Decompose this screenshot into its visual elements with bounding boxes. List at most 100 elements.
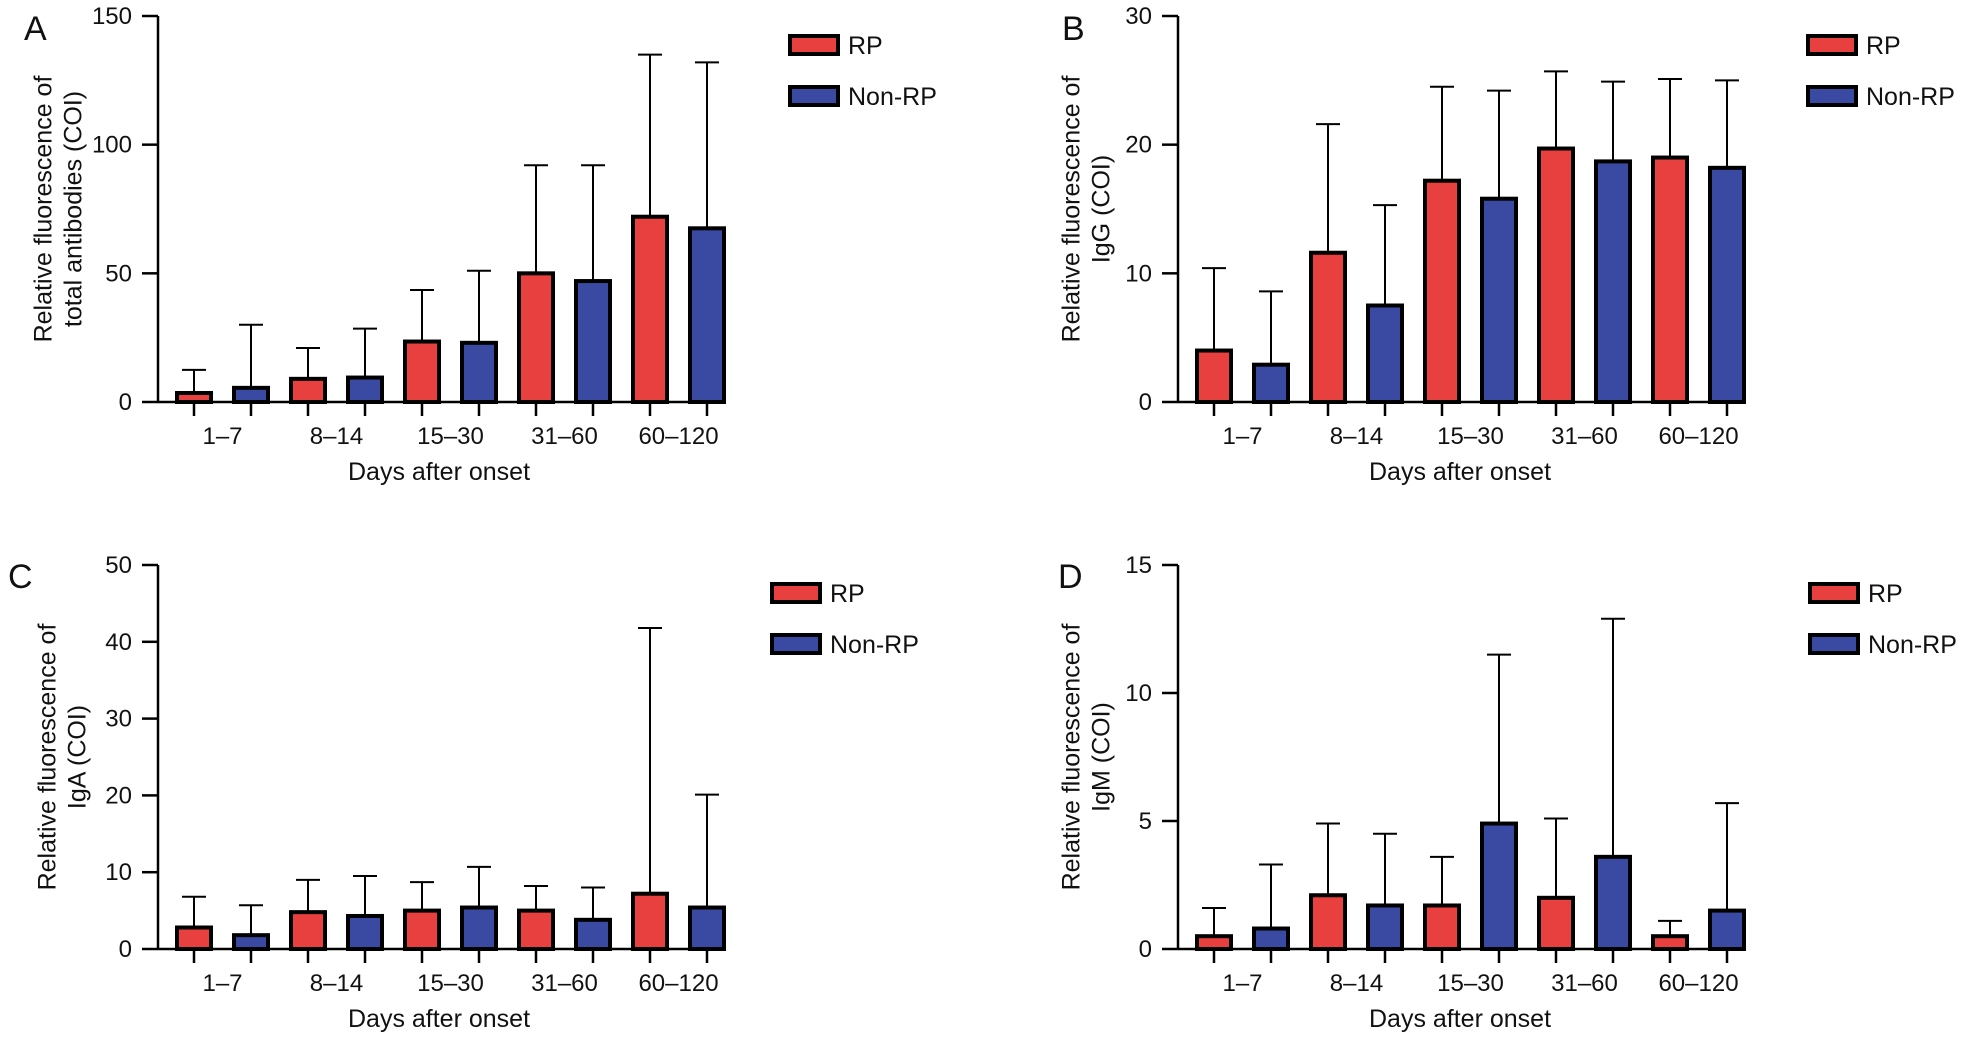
bar-rp-3 [1537,895,1575,951]
bar-non-rp-1 [346,375,384,405]
bar-rp-3 [517,271,555,405]
bar-rp-3 [1537,146,1575,404]
bar-non-rp-1 [1366,903,1404,951]
y-tick-label: 10 [1125,680,1152,707]
y-tick-label: 150 [92,3,132,30]
y-axis-label: total antibodies (COI) [60,91,88,327]
legend-swatch [1806,85,1858,107]
bar-rp-1 [289,910,327,951]
legend-swatch [770,633,822,655]
x-tick-label: 31–60 [1551,423,1618,450]
y-tick-label: 0 [119,936,132,963]
y-tick-label: 0 [119,389,132,416]
legend-label: Non-RP [848,83,937,111]
bar-non-rp-4 [688,905,726,952]
x-tick-label: 15–30 [1437,423,1504,450]
legend-label: Non-RP [1866,83,1955,111]
x-tick-label: 1–7 [1222,423,1262,450]
x-tick-label: 15–30 [1437,970,1504,997]
legend-swatch [1806,34,1858,56]
x-tick-label: 8–14 [310,970,363,997]
x-tick-label: 31–60 [531,423,598,450]
y-axis-label: Relative fluorescence of [1058,624,1086,891]
bar-non-rp-1 [1366,303,1404,404]
bar-rp-3 [517,908,555,951]
y-axis-label: IgA (COI) [64,705,92,809]
y-axis-label: Relative fluorescence of [1058,76,1086,343]
bar-rp-4 [631,214,669,404]
y-axis-label: IgG (COI) [1088,155,1116,263]
y-tick-label: 5 [1139,808,1152,835]
bar-non-rp-3 [574,279,612,405]
bar-rp-2 [403,339,441,405]
legend-label: RP [1866,32,1901,60]
bar-non-rp-4 [688,226,726,404]
bar-non-rp-0 [232,933,270,952]
bar-rp-0 [1195,934,1233,952]
x-tick-label: 60–120 [1658,970,1738,997]
y-tick-label: 0 [1139,936,1152,963]
legend-swatch [1808,633,1860,655]
bar-non-rp-3 [574,917,612,951]
legend-label: RP [1868,580,1903,608]
panel-label: C [8,558,33,596]
x-tick-label: 8–14 [310,423,363,450]
bar-rp-0 [1195,348,1233,404]
x-tick-label: 8–14 [1330,423,1383,450]
bar-non-rp-4 [1708,165,1746,404]
chart-panel-c: C 0 10 20 30 40 50 1–7 8–14 15–30 31–60 60–120 Days … [8,552,919,1033]
bar-non-rp-3 [1594,159,1632,404]
x-tick-label: 15–30 [417,970,484,997]
x-axis-label: Days after onset [1369,1005,1551,1033]
x-tick-label: 1–7 [1222,970,1262,997]
x-tick-label: 60–120 [638,423,718,450]
x-tick-label: 1–7 [202,423,242,450]
bar-non-rp-0 [1252,362,1290,405]
panel-label: D [1058,558,1083,596]
y-axis-label: Relative fluorescence of [30,76,58,343]
bar-non-rp-4 [1708,908,1746,951]
bar-non-rp-0 [232,385,270,405]
legend-swatch [1808,582,1860,604]
x-tick-label: 15–30 [417,423,484,450]
y-tick-label: 30 [105,706,132,733]
x-axis-label: Days after onset [348,1005,530,1033]
y-tick-label: 50 [105,260,132,287]
y-tick-label: 30 [1125,3,1152,30]
y-tick-label: 100 [92,132,132,159]
y-tick-label: 15 [1125,552,1152,579]
y-tick-label: 20 [105,782,132,809]
bar-rp-1 [1309,893,1347,951]
legend-label: Non-RP [1868,631,1957,659]
bar-non-rp-3 [1594,854,1632,952]
chart-panel-a: A 0 50 100 150 1–7 8–14 15–30 31–60 60–120 Days af… [24,3,937,486]
bar-rp-0 [175,390,213,405]
bar-rp-4 [1651,155,1689,404]
chart-panel-d: D 0 5 10 15 1–7 8–14 15–30 31–60 60–120 Days after… [1058,552,1957,1033]
y-tick-label: 50 [105,552,132,579]
bar-rp-1 [289,376,327,404]
bar-rp-4 [631,891,669,951]
bar-rp-1 [1309,250,1347,404]
bar-non-rp-1 [346,913,384,952]
bar-rp-4 [1651,934,1689,952]
bar-non-rp-2 [1480,821,1518,951]
y-tick-label: 40 [105,629,132,656]
y-axis-label: IgM (COI) [1088,702,1116,812]
bar-rp-2 [1423,178,1461,404]
bar-non-rp-2 [460,905,498,952]
y-axis-label: Relative fluorescence of [34,624,62,891]
x-tick-label: 1–7 [202,970,242,997]
y-tick-label: 10 [105,859,132,886]
y-tick-label: 0 [1139,389,1152,416]
legend-label: RP [830,580,865,608]
legend-label: Non-RP [830,631,919,659]
legend-swatch [788,34,840,56]
bar-rp-2 [403,908,441,951]
legend-swatch [770,582,822,604]
x-axis-label: Days after onset [348,458,530,486]
x-tick-label: 60–120 [1658,423,1738,450]
bar-non-rp-0 [1252,926,1290,952]
panel-label: A [24,10,47,48]
